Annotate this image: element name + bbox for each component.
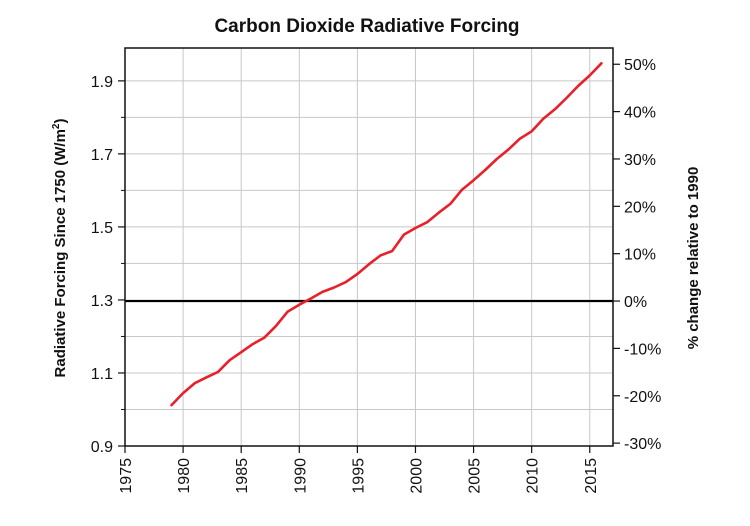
x-axis-ticks: 1975 1980 1985 1990 1995 2000 2005 2010 2015 [118, 446, 600, 494]
y2-tick-label: 40% [624, 105, 656, 122]
y-tick-label: 1.1 [91, 366, 113, 383]
y-axis-label: Radiative Forcing Since 1750 (W/m2) [51, 119, 69, 378]
y-axis-ticks: 0.9 1.1 1.3 1.5 1.7 1.9 [91, 74, 125, 456]
y-tick-label: 1.5 [91, 220, 113, 237]
x-tick-label: 1985 [234, 458, 251, 494]
x-tick-label: 2015 [583, 458, 600, 494]
y2-axis-ticks: -30% -20% -10% 0% 10% 20% 30% 40% 50% [613, 57, 661, 453]
x-tick-label: 1980 [176, 458, 193, 494]
y2-tick-label: 10% [624, 247, 656, 264]
y-axis-label-close: ) [52, 119, 69, 124]
x-tick-label: 1975 [118, 458, 135, 494]
chart-title: Carbon Dioxide Radiative Forcing [214, 16, 519, 37]
y2-tick-label: 50% [624, 57, 656, 74]
y2-tick-label: -10% [624, 341, 661, 358]
y2-axis-label: % change relative to 1990 [685, 167, 702, 350]
y-axis-label-superscript: 2 [51, 123, 62, 129]
x-tick-label: 1990 [292, 458, 309, 494]
x-tick-label: 2005 [467, 458, 484, 494]
x-tick-label: 2000 [408, 458, 425, 494]
y2-tick-label: -20% [624, 389, 661, 406]
plot-frame [124, 47, 614, 447]
x-tick-label: 1995 [350, 458, 367, 494]
y2-tick-label: 30% [624, 152, 656, 169]
series-line [170, 62, 603, 407]
x-tick-label: 2010 [525, 458, 542, 494]
y2-tick-label: -30% [624, 436, 661, 453]
y-tick-label: 1.9 [91, 74, 113, 91]
y-tick-label: 0.9 [91, 439, 113, 456]
y2-tick-label: 20% [624, 199, 656, 216]
y-tick-label: 1.3 [91, 293, 113, 310]
y-axis-label-main: Radiative Forcing Since 1750 (W/m [52, 129, 69, 377]
y2-tick-label: 0% [624, 294, 647, 311]
y-tick-label: 1.7 [91, 147, 113, 164]
